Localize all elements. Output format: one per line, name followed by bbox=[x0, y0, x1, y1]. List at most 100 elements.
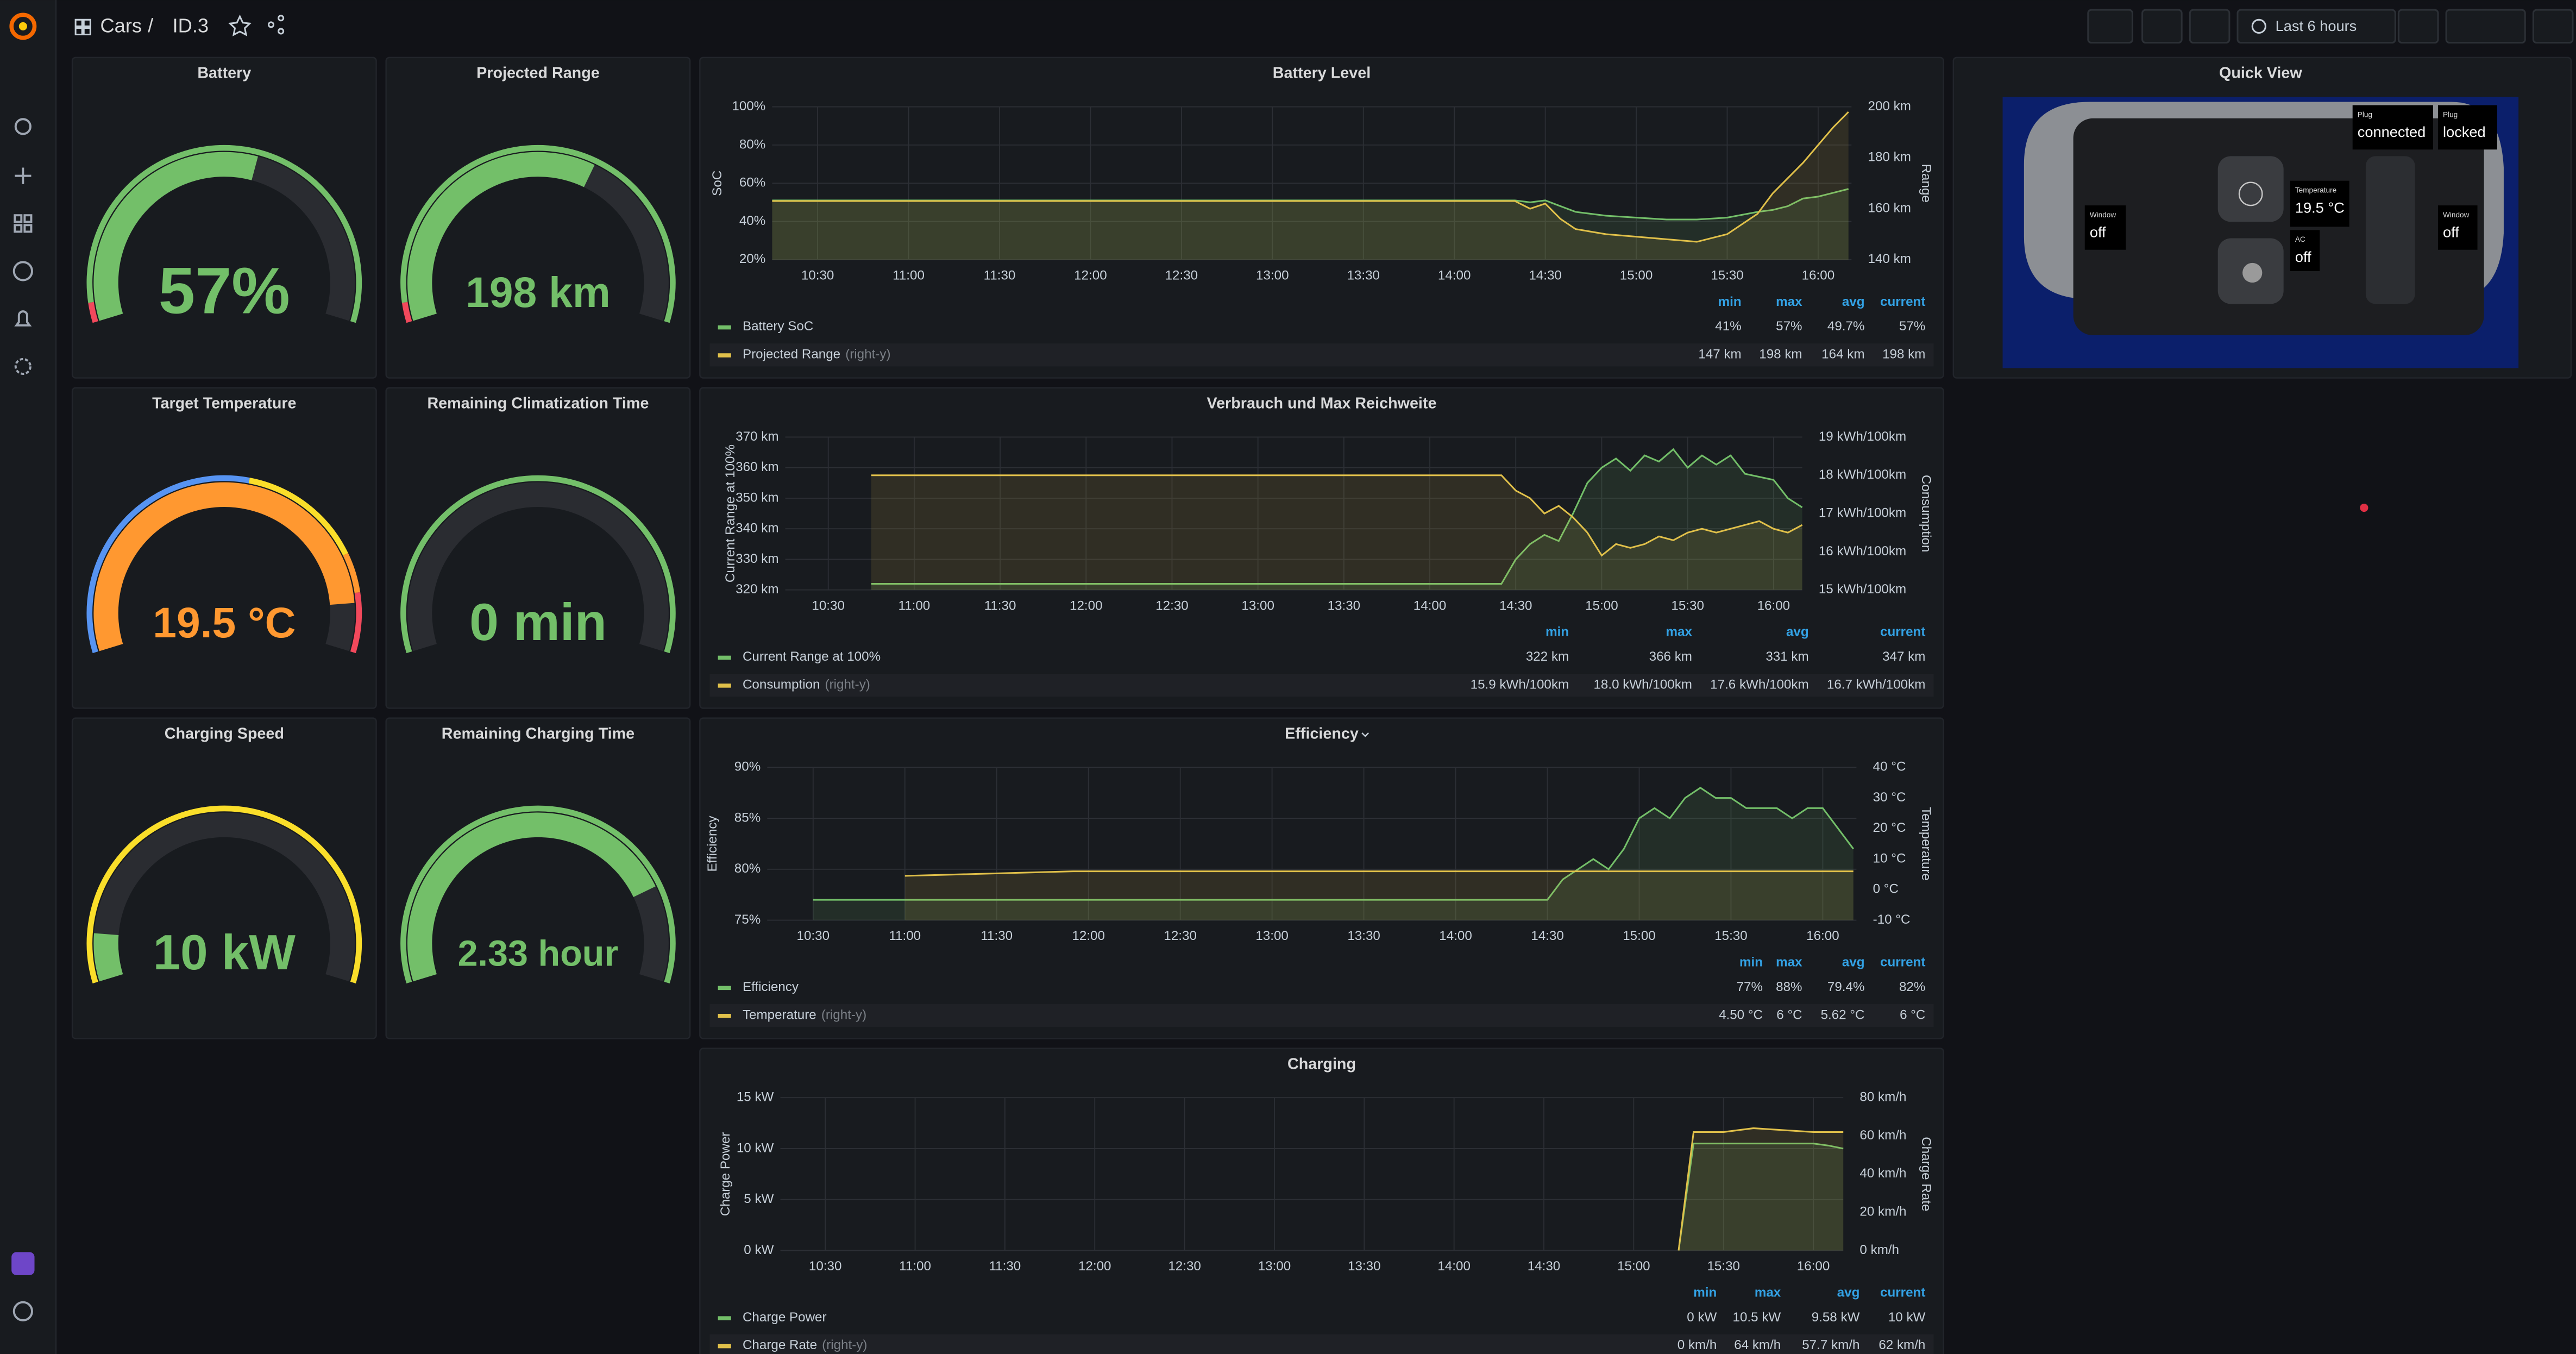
status-caption: Window bbox=[2443, 211, 2470, 219]
series-area bbox=[1679, 1143, 1844, 1251]
user-avatar[interactable] bbox=[11, 1252, 35, 1275]
y-axis-label: Charge Power bbox=[718, 1132, 733, 1217]
legend-name[interactable]: Charge Power bbox=[743, 1310, 827, 1325]
legend-stat: 18.0 kWh/100km bbox=[1593, 678, 1692, 692]
y-tick-label: 80% bbox=[734, 861, 761, 876]
series-line bbox=[871, 448, 1803, 585]
x-tick-label: 14:30 bbox=[1529, 268, 1562, 283]
x-tick-label: 12:30 bbox=[1168, 1259, 1201, 1274]
y-tick-label: 80% bbox=[739, 137, 765, 152]
series-line bbox=[813, 787, 1854, 901]
sidebar bbox=[0, 0, 56, 1354]
legend-stat: 322 km bbox=[1526, 649, 1569, 664]
y-tick-label: 85% bbox=[734, 810, 761, 825]
legend-swatch[interactable] bbox=[718, 325, 731, 330]
time-range[interactable]: Last 6 hours bbox=[2276, 17, 2357, 34]
x-tick-label: 14:30 bbox=[1531, 929, 1564, 943]
panel bbox=[699, 57, 1944, 379]
panel-title[interactable]: Efficiency bbox=[1285, 725, 1359, 742]
legend-swatch[interactable] bbox=[718, 986, 731, 991]
x-tick-label: 13:30 bbox=[1328, 598, 1361, 613]
x-tick-label: 14:00 bbox=[1439, 929, 1472, 943]
legend-row-bg bbox=[709, 1334, 1934, 1354]
breadcrumb[interactable]: Cars bbox=[100, 15, 142, 37]
save-button[interactable] bbox=[2141, 9, 2183, 44]
gauge-value: 10 kW bbox=[153, 925, 296, 980]
y2-tick-label: 17 kWh/100km bbox=[1819, 505, 1906, 520]
y-tick-label: 360 km bbox=[736, 460, 778, 474]
x-tick-label: 13:00 bbox=[1258, 1259, 1291, 1274]
logo-ring[interactable] bbox=[9, 12, 37, 40]
series-line bbox=[871, 474, 1803, 557]
explore-icon[interactable] bbox=[12, 261, 33, 281]
legend-stat: 10.5 kW bbox=[1733, 1310, 1781, 1325]
star-icon[interactable] bbox=[228, 14, 252, 36]
x-tick-label: 11:30 bbox=[989, 1259, 1021, 1274]
series-line bbox=[772, 111, 1849, 243]
legend-stat: 16.7 kWh/100km bbox=[1827, 678, 1925, 692]
gauge-track bbox=[407, 482, 669, 651]
x-tick-label: 13:30 bbox=[1347, 268, 1380, 283]
series-area bbox=[1679, 1128, 1844, 1251]
x-tick-label: 10:30 bbox=[797, 929, 830, 943]
legend-name[interactable]: Current Range at 100% bbox=[743, 649, 881, 664]
x-tick-label: 12:00 bbox=[1074, 268, 1107, 283]
y2-tick-label: 160 km bbox=[1868, 200, 1911, 215]
legend-row-bg bbox=[709, 1004, 1934, 1027]
legend-swatch[interactable] bbox=[718, 655, 731, 660]
y2-tick-label: 60 km/h bbox=[1859, 1128, 1906, 1143]
panel-title: Charging Speed bbox=[165, 725, 284, 742]
legend-name[interactable]: Consumption bbox=[743, 678, 820, 692]
search-icon[interactable] bbox=[14, 118, 32, 135]
refresh-button[interactable] bbox=[2445, 9, 2526, 44]
create-icon[interactable] bbox=[15, 167, 32, 184]
legend-name[interactable]: Charge Rate bbox=[743, 1338, 817, 1352]
logo-core[interactable] bbox=[18, 22, 27, 30]
legend-name[interactable]: Projected Range bbox=[743, 347, 840, 362]
legend-swatch[interactable] bbox=[718, 1344, 731, 1349]
legend-name[interactable]: Temperature bbox=[743, 1007, 816, 1022]
gauge-threshold bbox=[86, 475, 250, 654]
status-value: off bbox=[2090, 224, 2106, 241]
legend-name[interactable]: Battery SoC bbox=[743, 319, 813, 334]
legend-swatch[interactable] bbox=[718, 1013, 731, 1018]
y-tick-label: 90% bbox=[734, 760, 761, 774]
gauge-threshold bbox=[86, 145, 362, 323]
x-tick-label: 15:30 bbox=[1711, 268, 1744, 283]
series-line bbox=[772, 188, 1849, 221]
gauge-threshold bbox=[248, 478, 348, 556]
help-icon[interactable] bbox=[12, 1301, 33, 1321]
grafana-logo[interactable] bbox=[9, 12, 37, 40]
settings-button[interactable] bbox=[2189, 9, 2231, 44]
status-caption: Plug bbox=[2443, 110, 2458, 118]
legend-stat: 15.9 kWh/100km bbox=[1471, 678, 1569, 692]
x-tick-label: 12:30 bbox=[1164, 929, 1197, 943]
status-box bbox=[2290, 180, 2349, 227]
time-picker[interactable] bbox=[2236, 9, 2396, 44]
x-tick-label: 13:30 bbox=[1348, 1259, 1381, 1274]
legend-swatch[interactable] bbox=[718, 353, 731, 358]
zoom-out-button[interactable] bbox=[2397, 9, 2439, 44]
gauge-value: 2.33 hour bbox=[458, 934, 619, 974]
tv-mode-button[interactable] bbox=[2532, 9, 2574, 44]
panel-title: Remaining Climatization Time bbox=[427, 395, 649, 412]
gauge-value: 198 km bbox=[466, 268, 611, 316]
series-area bbox=[871, 449, 1802, 590]
x-tick-label: 12:00 bbox=[1072, 929, 1105, 943]
x-tick-label: 14:30 bbox=[1499, 598, 1532, 613]
legend-swatch[interactable] bbox=[718, 684, 731, 688]
panel bbox=[385, 387, 691, 709]
panel bbox=[71, 57, 377, 379]
legend-name[interactable]: Efficiency bbox=[743, 980, 799, 994]
gauge-threshold bbox=[400, 145, 676, 323]
panel-title: Quick View bbox=[2219, 65, 2302, 82]
y-tick-label: 350 km bbox=[736, 490, 778, 505]
alerting-icon[interactable] bbox=[14, 310, 32, 327]
x-tick-label: 11:00 bbox=[893, 268, 925, 283]
legend-swatch[interactable] bbox=[718, 1316, 731, 1320]
add-panel-button[interactable] bbox=[2087, 9, 2133, 44]
x-tick-label: 11:00 bbox=[899, 598, 931, 613]
dashboards-icon[interactable] bbox=[14, 214, 33, 233]
